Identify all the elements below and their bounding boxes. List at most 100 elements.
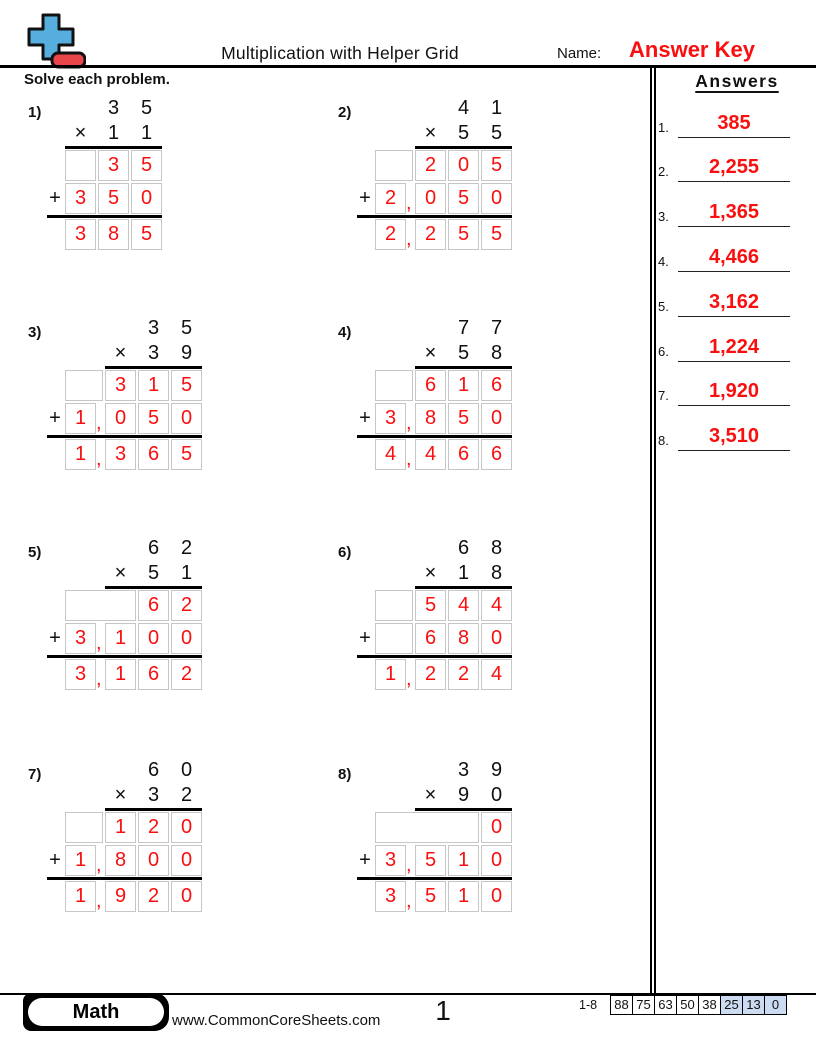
- helper-grid: 3 5 × 3 9 3 1 5 +1 0 5 0, 1 3 6 5,: [47, 315, 202, 471]
- answer-row: 2. 2,255: [656, 140, 792, 183]
- helper-grid: 7 7 × 5 8 6 1 6 +3 8 5 0, 4 4 6 6,: [357, 315, 512, 471]
- rule-under-multiplier: [415, 366, 512, 369]
- score-cell: 88: [614, 997, 629, 1012]
- answer-value: 2,255: [708, 156, 760, 179]
- partial-product-cell: 4: [481, 590, 512, 621]
- multiplier-digit: 1: [180, 562, 193, 584]
- partial-product-cell: 8: [415, 403, 446, 434]
- multiply-sign: ×: [424, 122, 437, 144]
- partial-product-cell: 0: [481, 845, 512, 876]
- product-cell: 5: [171, 439, 202, 470]
- rule-above-product: [357, 877, 512, 880]
- empty-cell: [65, 812, 103, 843]
- multiplicand-digit: 7: [490, 316, 503, 339]
- page-title: Multiplication with Helper Grid: [221, 43, 459, 63]
- partial-product-cell: 0: [105, 403, 136, 434]
- partial-product-cell: 3: [98, 150, 129, 181]
- partial-product-cell: 5: [448, 183, 479, 214]
- product-cell: 1: [65, 439, 96, 470]
- partial-product-cell: 1: [448, 370, 479, 401]
- plus-sign: +: [359, 187, 371, 209]
- multiply-sign: ×: [424, 562, 437, 584]
- product-cell: 2: [415, 219, 446, 250]
- product-cell: 1: [65, 881, 96, 912]
- score-cell: 38: [698, 996, 720, 1014]
- helper-grid: 6 0 × 3 2 1 2 0 +1 8 0 0, 1 9 2 0,: [47, 757, 202, 913]
- answer-number: 1.: [658, 119, 669, 135]
- partial-product-cell: 0: [138, 845, 169, 876]
- partial-product-cell: 0: [171, 623, 202, 654]
- answer-number: 2.: [658, 164, 669, 180]
- rule-above-product: [47, 435, 202, 438]
- answers-title: Answers: [695, 71, 779, 91]
- empty-cell: [375, 623, 413, 654]
- product-cell: 0: [481, 881, 512, 912]
- footer-rule: [0, 993, 816, 995]
- comma: ,: [406, 192, 412, 214]
- partial-product-cell: 3: [65, 183, 96, 214]
- answer-number: 3.: [658, 209, 669, 225]
- rule-above-product: [47, 877, 202, 880]
- multiplicand-digit: 2: [180, 536, 193, 559]
- product-cell: 2: [138, 881, 169, 912]
- product-cell: 8: [98, 219, 129, 250]
- partial-product-cell: 6: [415, 623, 446, 654]
- multiplier-digit: 0: [490, 784, 503, 806]
- problem-number: 6): [338, 544, 352, 561]
- partial-product-cell: 2: [138, 812, 169, 843]
- rule-above-product: [47, 215, 162, 218]
- partial-product-cell: 5: [448, 403, 479, 434]
- rule-under-multiplier: [415, 146, 512, 149]
- partial-product-cell: 6: [481, 370, 512, 401]
- answer-blank-line: [678, 450, 790, 452]
- product-cell: 5: [481, 219, 512, 250]
- partial-product-cell: 0: [138, 623, 169, 654]
- multiplicand-digit: 7: [457, 316, 470, 339]
- header-rule: [0, 65, 816, 68]
- multiplicand-digit: 6: [457, 536, 470, 559]
- multiplier-digit: 8: [490, 562, 503, 584]
- partial-product-cell: 2: [171, 590, 202, 621]
- multiplier-digit: 9: [457, 784, 470, 806]
- answer-row: 8. 3,510: [656, 409, 792, 452]
- multiplicand-digit: 3: [107, 96, 120, 119]
- comma: ,: [406, 890, 412, 912]
- score-range-label: 1-8: [579, 998, 598, 1012]
- partial-product-cell: 0: [415, 183, 446, 214]
- multiply-sign: ×: [114, 562, 127, 584]
- multiplicand-digit: 9: [490, 758, 503, 781]
- comma: ,: [96, 632, 102, 654]
- problem-number: 1): [28, 104, 42, 121]
- multiplier-digit: 8: [490, 342, 503, 364]
- plus-sign: +: [49, 407, 61, 429]
- product-cell: 6: [138, 659, 169, 690]
- partial-product-cell: 0: [131, 183, 162, 214]
- partial-product-cell: 5: [415, 845, 446, 876]
- brand-logo: [27, 13, 86, 69]
- rule-above-product: [47, 655, 202, 658]
- partial-product-cell: 0: [481, 183, 512, 214]
- multiplier-digit: 5: [457, 122, 470, 144]
- multiplicand-digit: 4: [457, 96, 470, 119]
- comma: ,: [96, 448, 102, 470]
- partial-product-cell: 2: [375, 183, 406, 214]
- rule-under-multiplier: [65, 146, 162, 149]
- partial-product-cell: 0: [171, 812, 202, 843]
- product-cell: 6: [448, 439, 479, 470]
- answer-blank-line: [678, 136, 790, 138]
- comma: ,: [406, 228, 412, 250]
- answer-value: 4,466: [708, 245, 760, 268]
- answer-number: 5.: [658, 298, 669, 314]
- score-cell: 0: [764, 996, 786, 1014]
- partial-product-cell: 0: [448, 150, 479, 181]
- comma: ,: [96, 412, 102, 434]
- product-cell: 5: [415, 881, 446, 912]
- problem-number: 3): [28, 324, 42, 341]
- empty-cell: [375, 590, 413, 621]
- empty-cell: [375, 370, 413, 401]
- product-cell: 1: [375, 659, 406, 690]
- product-cell: 9: [105, 881, 136, 912]
- product-cell: 3: [65, 219, 96, 250]
- problem-number: 7): [28, 766, 42, 783]
